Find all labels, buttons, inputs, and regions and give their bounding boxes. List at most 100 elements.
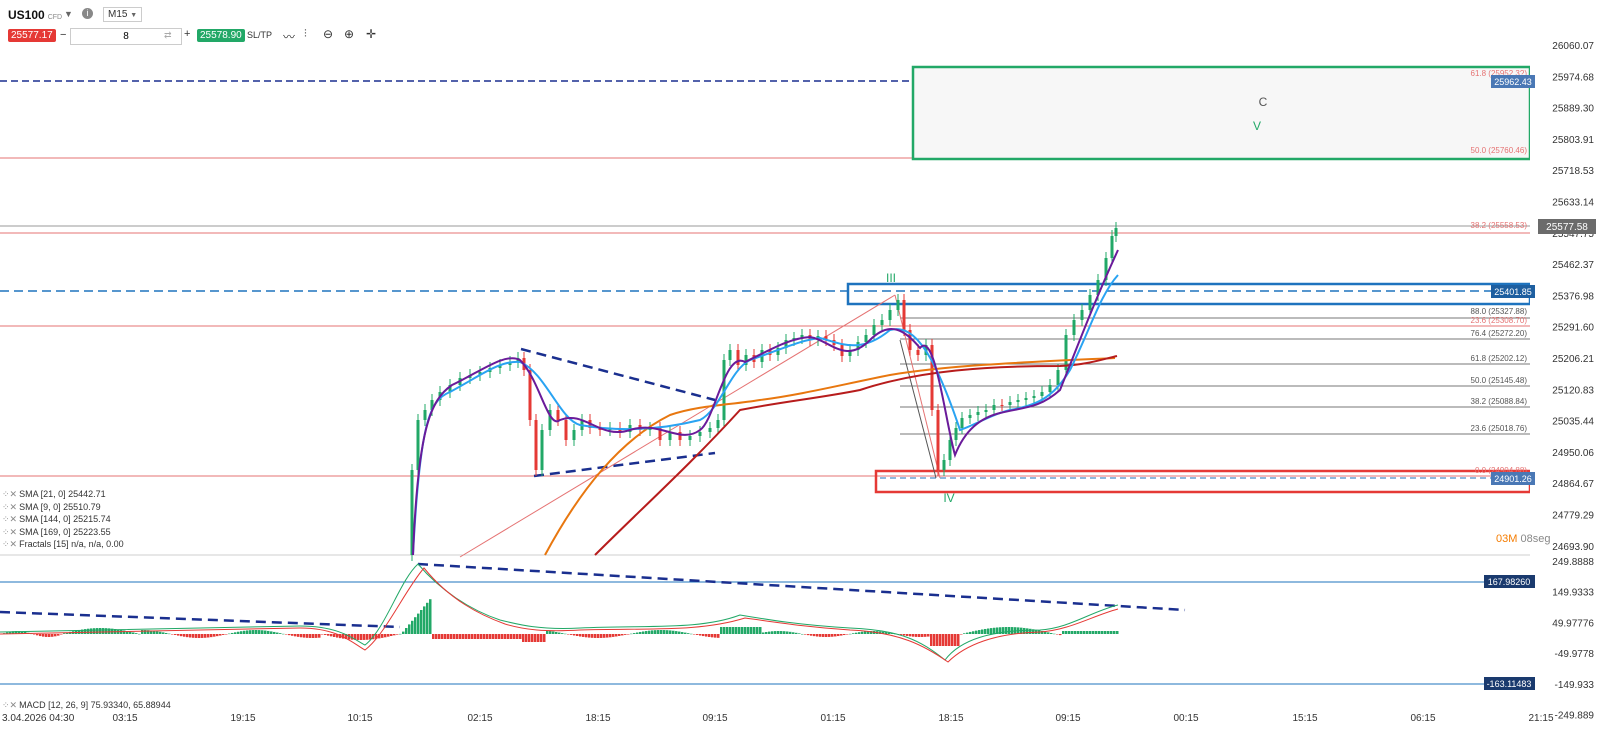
macd-bar xyxy=(582,634,585,637)
indicator-legend-item[interactable]: ⁘✕ SMA [21, 0] 25442.71 xyxy=(2,489,106,500)
increase-quantity-button[interactable]: + xyxy=(184,28,191,40)
quantity-input[interactable]: 8 xyxy=(70,28,182,45)
macd-bar xyxy=(999,627,1002,634)
macd-bar xyxy=(384,634,387,638)
crosshair-icon[interactable]: ✛ xyxy=(366,27,377,41)
macd-bar xyxy=(393,634,396,636)
macd-bar xyxy=(246,630,249,634)
macd-bar xyxy=(954,634,957,646)
macd-bar xyxy=(279,633,282,634)
macd-bar xyxy=(297,634,300,637)
macd-bar xyxy=(930,634,933,646)
macd-bar xyxy=(183,634,186,637)
candle-body xyxy=(1048,385,1052,392)
macd-bar xyxy=(375,634,378,639)
time-tick-label: 01:15 xyxy=(820,713,845,724)
macd-bar xyxy=(558,632,561,634)
fib-retracement-lines xyxy=(900,317,1530,435)
macd-bar xyxy=(978,630,981,634)
candle-body xyxy=(1088,295,1092,310)
macd-bar xyxy=(867,631,870,634)
macd-bar xyxy=(285,634,288,635)
macd-bar xyxy=(579,634,582,637)
macd-bar xyxy=(750,627,753,634)
close-icon[interactable]: ⁘✕ xyxy=(2,501,18,512)
macd-bar xyxy=(498,634,501,639)
macd-bar xyxy=(213,634,216,637)
macd-bar xyxy=(990,628,993,634)
zoom-out-icon[interactable]: ⊖ xyxy=(323,27,334,41)
macd-bar xyxy=(1092,631,1095,634)
price-tick-label: 25718.53 xyxy=(1552,166,1594,177)
indicator-legend-item[interactable]: ⁘✕ SMA [144, 0] 25215.74 xyxy=(2,514,111,525)
macd-bar xyxy=(630,633,633,635)
macd-bar xyxy=(678,631,681,634)
price-tick-label: 25803.91 xyxy=(1552,135,1594,146)
indicator-legend-item[interactable]: ⁘✕ Fractals [15] n/a, n/a, 0.00 xyxy=(2,539,124,550)
macd-bar xyxy=(621,634,624,636)
macd-bar xyxy=(459,634,462,639)
chart-type-icon[interactable]: 〰 xyxy=(283,30,296,44)
close-icon[interactable]: ⁘✕ xyxy=(2,489,18,499)
macd-bar xyxy=(15,631,18,634)
macd-bar xyxy=(687,633,690,634)
macd-bar xyxy=(180,634,183,637)
buy-price-button[interactable]: 25578.90 xyxy=(197,29,245,42)
candle-body xyxy=(1008,402,1012,405)
price-tick-label: 24950.06 xyxy=(1552,448,1594,459)
indicators-icon[interactable]: ⫶ xyxy=(304,28,307,40)
macd-bar xyxy=(996,627,999,634)
macd-bar xyxy=(906,634,909,636)
zoom-in-icon[interactable]: ⊕ xyxy=(344,27,355,41)
macd-bar xyxy=(828,634,831,637)
macd-bar xyxy=(714,634,717,638)
macd-bar xyxy=(717,634,720,638)
close-icon[interactable]: ⁘✕ xyxy=(2,700,18,710)
macd-bar xyxy=(108,628,111,634)
macd-bar xyxy=(693,634,696,635)
macd-bar xyxy=(1065,631,1068,634)
macd-trend-left xyxy=(0,610,401,629)
candle-body xyxy=(872,325,876,335)
macd-bar xyxy=(891,633,894,634)
price-tick-label: 25462.37 xyxy=(1552,260,1594,271)
time-tick-label: 15:15 xyxy=(1292,713,1317,724)
candle-body xyxy=(984,410,988,412)
candle-body xyxy=(936,410,940,470)
macd-bar xyxy=(408,624,411,634)
close-icon[interactable]: ⁘✕ xyxy=(2,526,18,537)
macd-bar xyxy=(378,634,381,639)
sma-21-line xyxy=(412,274,1119,556)
macd-bar xyxy=(462,634,465,639)
time-axis: 3.04.2026 04:30 03:15 19:15 10:15 02:15 18:15… xyxy=(2,713,1554,724)
candle-body xyxy=(776,348,780,355)
timeframe-select[interactable]: M15 ▼ xyxy=(103,7,143,22)
macd-bar xyxy=(786,631,789,634)
price-tick-label: 26060.07 xyxy=(1552,41,1594,52)
candle-body xyxy=(948,440,952,460)
macd-bar xyxy=(711,634,714,638)
candle-body xyxy=(1016,400,1020,402)
sltp-button[interactable]: SL/TP xyxy=(247,30,273,40)
macd-bar xyxy=(420,610,423,634)
macd-bar xyxy=(702,634,705,637)
refresh-icon[interactable]: ⇄ xyxy=(164,30,172,40)
macd-bar xyxy=(816,634,819,637)
sell-price-button[interactable]: 25577.17 xyxy=(8,29,56,42)
info-icon[interactable]: i xyxy=(82,8,93,19)
macd-main-line xyxy=(0,567,1119,663)
symbol-label[interactable]: US100 CFD xyxy=(8,8,63,22)
indicator-legend-item[interactable]: ⁘✕ SMA [9, 0] 25510.79 xyxy=(2,502,101,513)
fib-label-500: 50.0 (25760.46) xyxy=(1471,146,1528,155)
close-icon[interactable]: ⁘✕ xyxy=(2,539,18,549)
macd-bar xyxy=(201,634,204,638)
macd-bar xyxy=(267,630,270,634)
decrease-quantity-button[interactable]: − xyxy=(60,29,67,41)
close-icon[interactable]: ⁘✕ xyxy=(2,514,18,524)
macd-bar xyxy=(675,631,678,634)
macd-legend: ⁘✕ MACD [12, 26, 9] 75.93340, 65.88944 xyxy=(2,700,171,710)
symbol-dropdown-icon[interactable]: ▼ xyxy=(64,9,73,19)
candle-body xyxy=(1032,396,1036,398)
indicator-legend-item[interactable]: ⁘✕ SMA [169, 0] 25223.55 xyxy=(2,527,111,538)
